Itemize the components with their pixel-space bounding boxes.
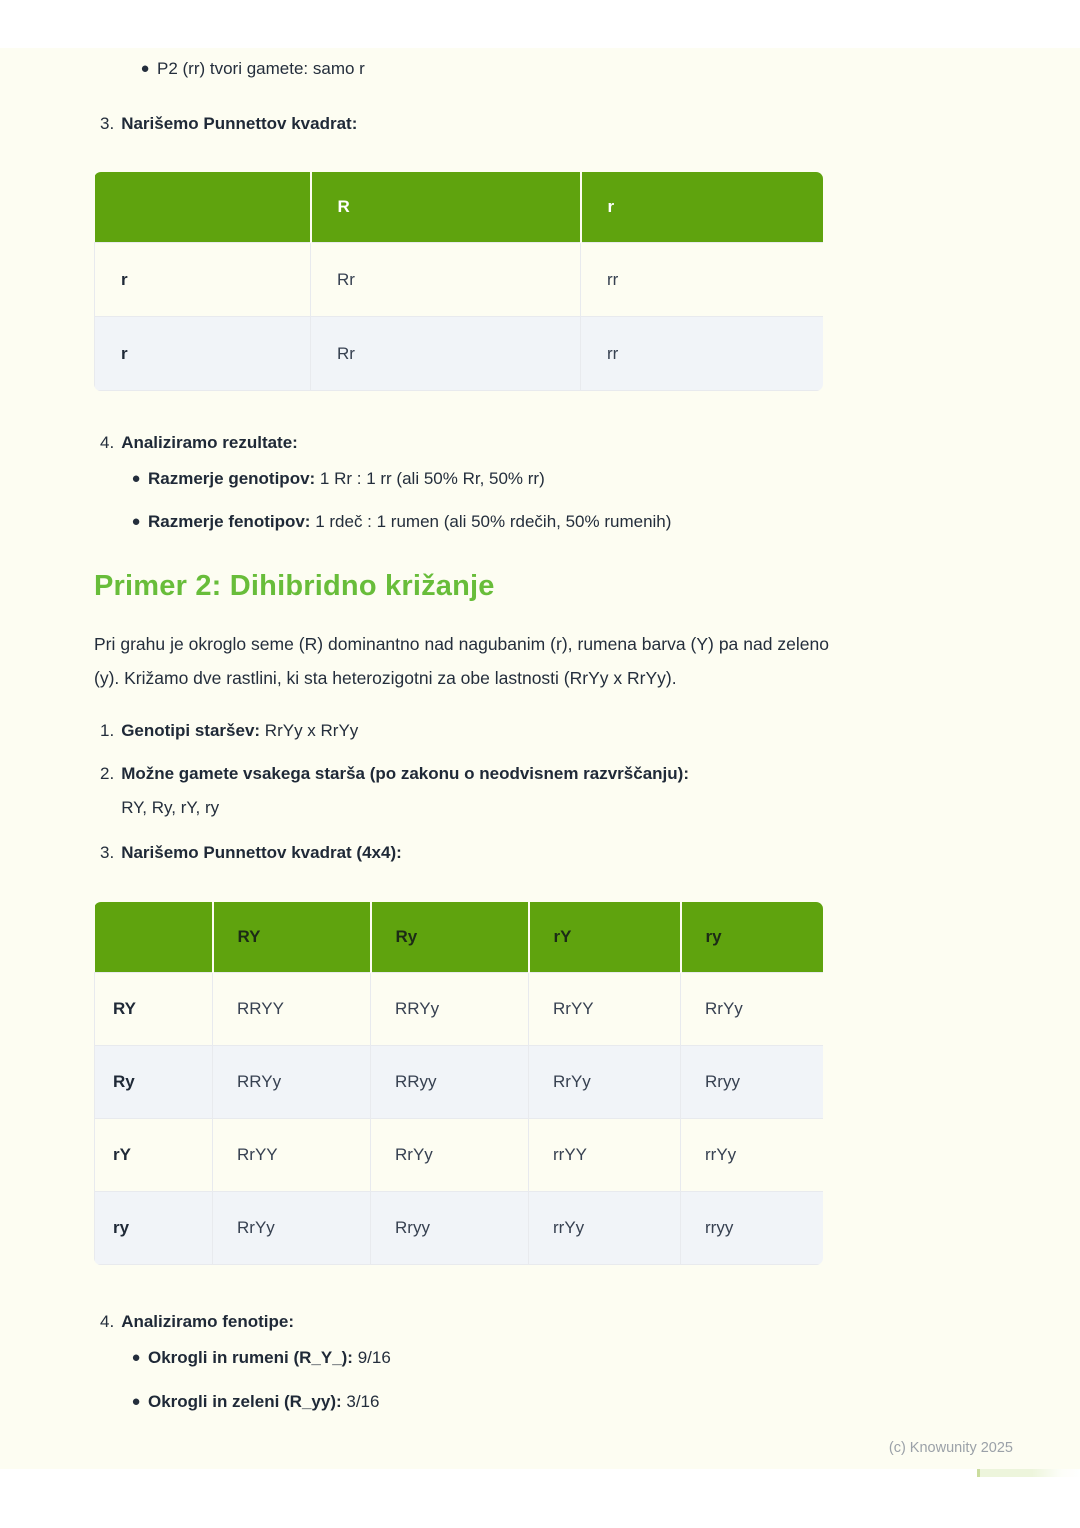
- numbered-step: 1. Genotipi staršev: RrYy x RrYy: [94, 719, 823, 743]
- step-continuation: RY, Ry, rY, ry: [121, 798, 220, 817]
- step-number: 3.: [100, 114, 115, 133]
- table-cell: RRYY: [212, 972, 371, 1046]
- step-text: Analiziramo rezultate:: [121, 433, 298, 452]
- step-text: Narišemo Punnettov kvadrat (4x4):: [121, 843, 402, 862]
- table-row: RY RRYY RRYy RrYY RrYy: [94, 972, 823, 1046]
- paragraph: Pri grahu je okroglo seme (R) dominantno…: [94, 634, 829, 688]
- table-row: Ry RRYy RRyy RrYy Rryy: [94, 1045, 823, 1119]
- step-number: 2.: [100, 764, 115, 783]
- step-text: Genotipi staršev: RrYy x RrYy: [121, 721, 359, 740]
- step-text: Narišemo Punnettov kvadrat:: [121, 114, 358, 133]
- table-row: rY RrYY RrYy rrYY rrYy: [94, 1118, 823, 1192]
- table-cell: RrYy: [370, 1118, 529, 1192]
- numbered-step: 4. Analiziramo fenotipe:: [94, 1310, 823, 1334]
- list-item: ● Razmerje genotipov: 1 Rr : 1 rr (ali 5…: [94, 467, 823, 491]
- step-number: 3.: [100, 843, 115, 862]
- table-cell: RrYy: [528, 1045, 681, 1119]
- header-cell: RY: [212, 902, 372, 973]
- bullet-icon: ●: [131, 513, 141, 530]
- bullet-icon: ●: [131, 1393, 141, 1410]
- list-item: ● Razmerje fenotipov: 1 rdeč : 1 rumen (…: [94, 510, 823, 534]
- bullet-icon: ●: [140, 60, 150, 77]
- punnett-square-2x2: R r r Rr rr r Rr rr: [94, 172, 823, 391]
- table-cell: rr: [580, 242, 823, 317]
- table-cell: RrYy: [680, 972, 823, 1046]
- header-cell: [94, 902, 214, 973]
- header-cell: Ry: [370, 902, 530, 973]
- table-cell: Rr: [310, 316, 581, 391]
- header-cell: R: [310, 172, 582, 243]
- table-cell: Rr: [310, 242, 581, 317]
- document-body: ● P2 (rr) tvori gamete: samo r 3. Nariše…: [0, 48, 1080, 1469]
- row-label: Ry: [94, 1045, 213, 1119]
- row-label: rY: [94, 1118, 213, 1192]
- step-number: 4.: [100, 433, 115, 452]
- row-label: ry: [94, 1191, 213, 1265]
- numbered-step: 3. Narišemo Punnettov kvadrat:: [94, 112, 823, 136]
- list-item-text: P2 (rr) tvori gamete: samo r: [157, 59, 365, 78]
- table-cell: RRyy: [370, 1045, 529, 1119]
- bullet-icon: ●: [131, 470, 141, 487]
- copyright-notice: (c) Knowunity 2025: [888, 1440, 1013, 1456]
- table-header-row: RY Ry rY ry: [94, 902, 823, 973]
- table-cell: RrYy: [212, 1191, 371, 1265]
- table-cell: RRYy: [212, 1045, 371, 1119]
- numbered-step: 3. Narišemo Punnettov kvadrat (4x4):: [94, 841, 823, 865]
- table-cell: rryy: [680, 1191, 823, 1265]
- table-header-row: R r: [94, 172, 823, 243]
- table-cell: RrYY: [528, 972, 681, 1046]
- list-item-text: Razmerje fenotipov: 1 rdeč : 1 rumen (al…: [148, 512, 672, 531]
- numbered-step: 2. Možne gamete vsakega starša (po zakon…: [94, 762, 823, 820]
- step-text: Možne gamete vsakega starša (po zakonu o…: [121, 762, 689, 820]
- table-cell: rrYY: [528, 1118, 681, 1192]
- list-item-text: Okrogli in rumeni (R_Y_): 9/16: [148, 1348, 391, 1367]
- table-cell: rrYy: [528, 1191, 681, 1265]
- table-cell: Rryy: [370, 1191, 529, 1265]
- table-cell: rr: [580, 316, 823, 391]
- table-cell: rrYy: [680, 1118, 823, 1192]
- step-number: 1.: [100, 721, 115, 740]
- list-item-text: Okrogli in zeleni (R_yy): 3/16: [148, 1392, 380, 1411]
- table-row: ry RrYy Rryy rrYy rryy: [94, 1191, 823, 1265]
- header-cell: ry: [680, 902, 823, 973]
- table-row: r Rr rr: [94, 316, 823, 391]
- header-cell: r: [580, 172, 823, 243]
- content-column: ● P2 (rr) tvori gamete: samo r 3. Nariše…: [94, 57, 829, 1414]
- row-label: r: [94, 242, 311, 317]
- section-heading: Primer 2: Dihibridno križanje: [94, 570, 495, 602]
- numbered-step: 4. Analiziramo rezultate:: [94, 431, 823, 455]
- table-cell: Rryy: [680, 1045, 823, 1119]
- header-cell: rY: [528, 902, 682, 973]
- step-text: Analiziramo fenotipe:: [121, 1312, 295, 1331]
- bullet-icon: ●: [131, 1349, 141, 1366]
- row-label: r: [94, 316, 311, 391]
- header-cell: [94, 172, 312, 243]
- row-label: RY: [94, 972, 213, 1046]
- list-item-text: Razmerje genotipov: 1 Rr : 1 rr (ali 50%…: [148, 469, 545, 488]
- list-item: ● P2 (rr) tvori gamete: samo r: [94, 57, 823, 81]
- list-item: ● Okrogli in rumeni (R_Y_): 9/16: [94, 1346, 823, 1370]
- table-row: r Rr rr: [94, 242, 823, 317]
- list-item: ● Okrogli in zeleni (R_yy): 3/16: [94, 1390, 823, 1414]
- step-number: 4.: [100, 1312, 115, 1331]
- table-cell: RRYy: [370, 972, 529, 1046]
- punnett-square-4x4: RY Ry rY ry RY RRYY RRYy RrYY RrYy Ry RR…: [94, 902, 823, 1265]
- table-cell: RrYY: [212, 1118, 371, 1192]
